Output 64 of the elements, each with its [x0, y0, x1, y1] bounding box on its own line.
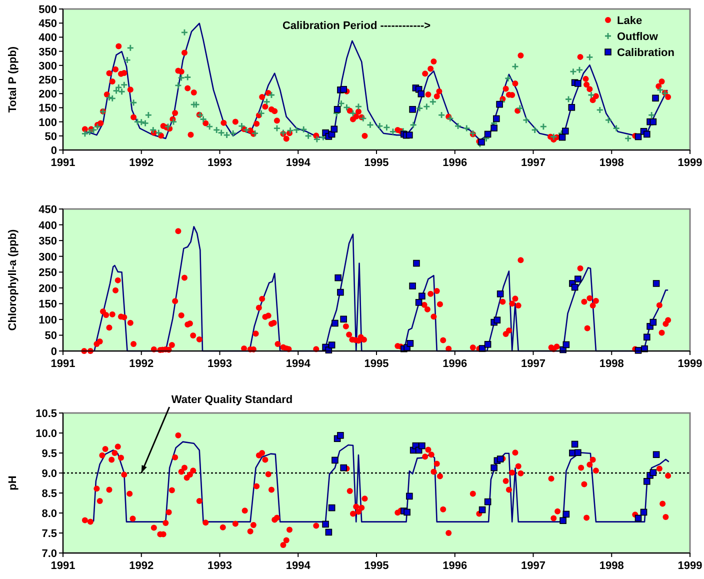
y-axis-title: Total P (ppb): [7, 46, 19, 113]
y-tick-label: 200: [38, 88, 57, 101]
legend-label: Lake: [617, 15, 642, 27]
x-tick-label: 1998: [599, 358, 624, 370]
y-tick-label: 10.0: [36, 428, 57, 440]
x-tick-label: 1992: [129, 560, 154, 572]
x-tick-label: 1997: [521, 560, 546, 572]
x-tick-label: 1992: [129, 157, 154, 169]
x-tick-label: 1999: [678, 560, 702, 572]
y-tick-label: 400: [38, 220, 57, 232]
y-tick-label: 450: [38, 204, 57, 216]
y-tick-label: 200: [38, 282, 57, 295]
x-tick-label: 1996: [442, 157, 468, 169]
y-tick-label: 400: [38, 32, 57, 44]
x-tick-label: 1995: [364, 157, 389, 169]
y-tick-label: 7.5: [42, 528, 57, 540]
y-tick-label: 250: [38, 74, 57, 86]
y-tick-label: 300: [38, 60, 57, 72]
x-tick-label: 1993: [208, 358, 232, 370]
x-tick-label: 1994: [286, 157, 312, 169]
legend-label: Calibration: [617, 47, 675, 59]
y-tick-label: 8.5: [42, 488, 57, 500]
x-tick-label: 1996: [442, 560, 468, 572]
y-tick-label: 250: [38, 267, 57, 280]
x-tick-label: 1997: [521, 157, 546, 169]
x-tick-label: 1994: [286, 560, 312, 572]
y-tick-label: 50: [44, 330, 57, 342]
y-tick-label: 100: [38, 116, 57, 129]
y-tick-label: 150: [38, 102, 57, 115]
y-tick-label: 7.0: [42, 548, 57, 560]
x-tick-label: 1991: [50, 560, 76, 572]
y-tick-label: 350: [38, 236, 57, 248]
y-tick-label: 0: [50, 145, 57, 157]
x-tick-label: 1996: [442, 358, 468, 370]
x-tick-label: 1991: [50, 157, 76, 169]
y-tick-label: 10.5: [36, 408, 57, 420]
x-tick-label: 1993: [208, 157, 232, 169]
y-axis-title: pH: [7, 476, 19, 490]
y-tick-label: 0: [50, 346, 57, 358]
y-tick-label: 450: [38, 18, 57, 30]
y-tick-label: 350: [38, 46, 57, 58]
x-tick-label: 1999: [678, 157, 702, 169]
y-tick-label: 150: [38, 298, 57, 311]
y-tick-label: 9.0: [42, 468, 57, 480]
y-tick-label: 500: [38, 4, 57, 16]
x-tick-label: 1995: [364, 358, 389, 370]
legend-label: Outflow: [617, 31, 658, 43]
y-tick-label: 300: [38, 251, 57, 264]
x-tick-label: 1995: [364, 560, 389, 572]
y-tick-label: 8.0: [42, 508, 57, 520]
x-tick-label: 1991: [50, 358, 76, 370]
x-tick-label: 1998: [599, 560, 624, 572]
y-tick-label: 50: [44, 130, 57, 143]
y-tick-label: 100: [38, 314, 57, 326]
x-tick-label: 1992: [129, 358, 154, 370]
x-tick-label: 1994: [286, 358, 312, 370]
annotation: Water Quality Standard: [171, 394, 293, 406]
annotation: Calibration Period ------------>: [282, 20, 431, 32]
x-tick-label: 1993: [208, 560, 232, 572]
x-tick-label: 1999: [678, 358, 702, 370]
y-tick-label: 9.5: [42, 448, 57, 460]
x-tick-label: 1998: [599, 157, 624, 169]
y-axis-title: Chlorophyll-a (ppb): [7, 228, 19, 331]
x-tick-label: 1997: [521, 358, 546, 370]
